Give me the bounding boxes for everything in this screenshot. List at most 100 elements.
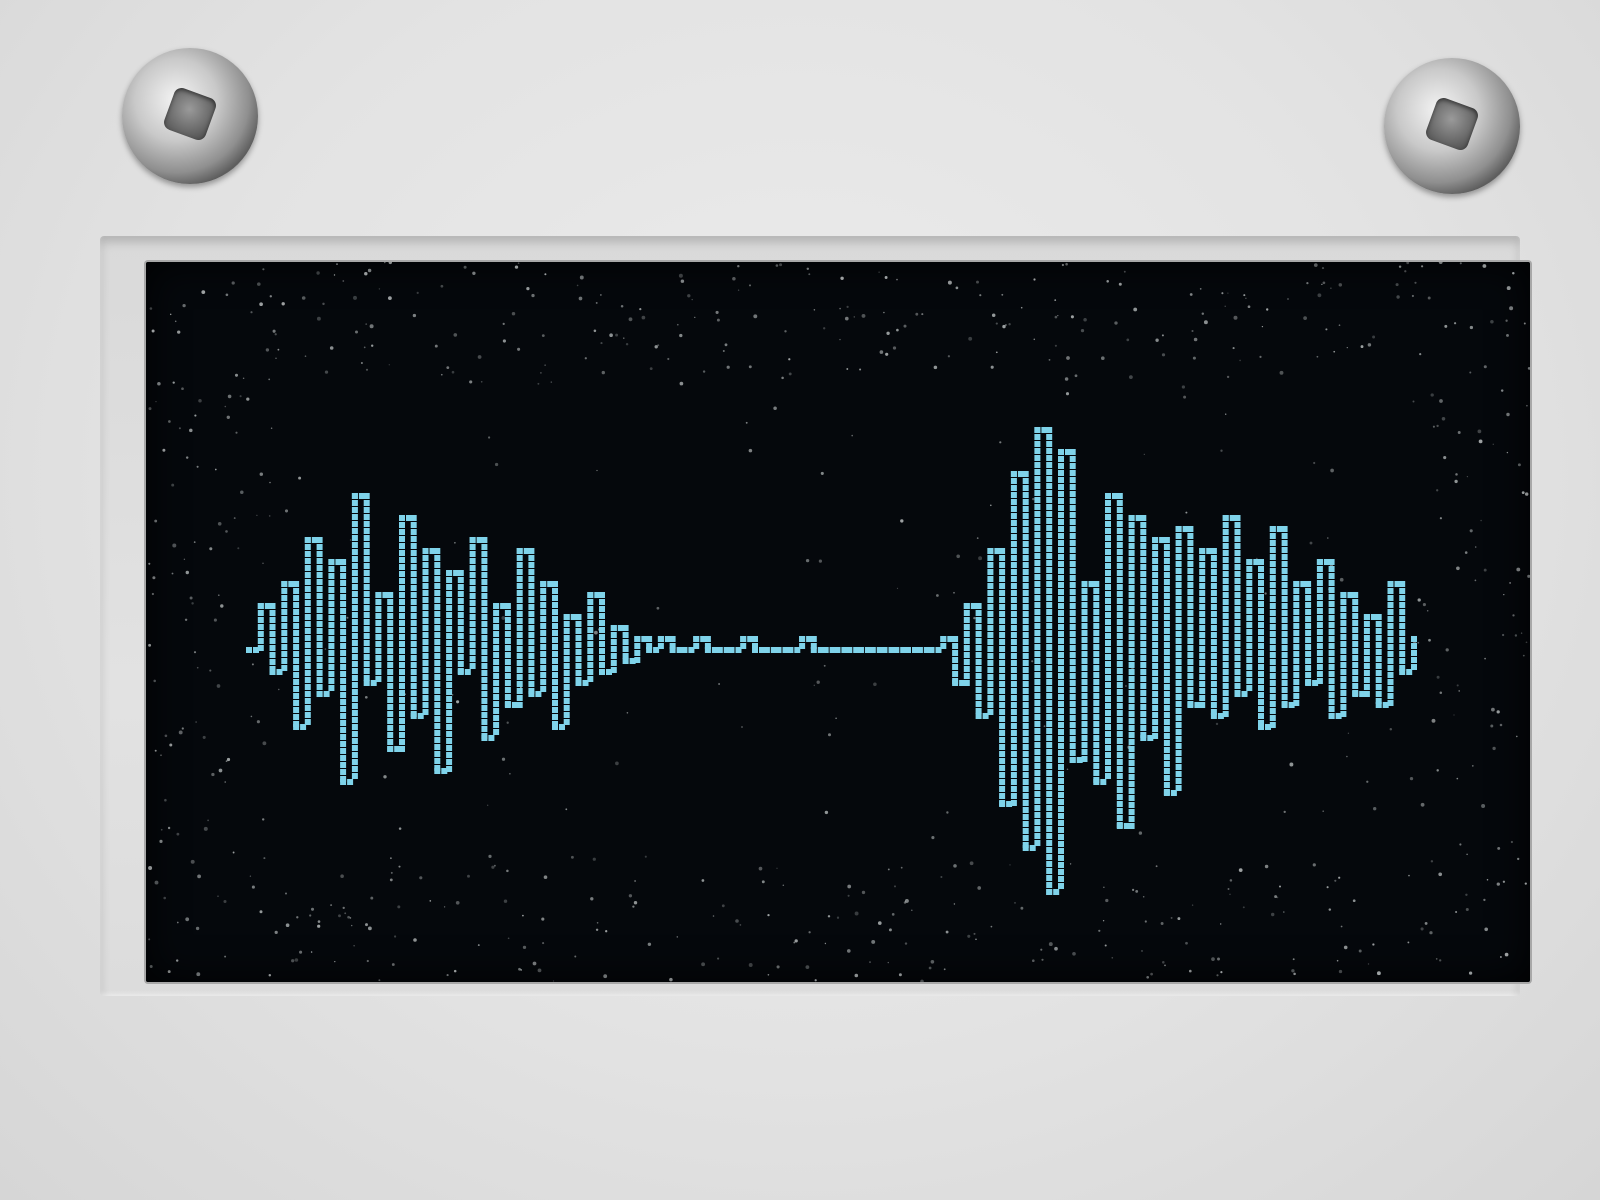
waveform-pixel: [1046, 735, 1053, 741]
waveform-pixel: [340, 762, 347, 768]
waveform-pixel: [1352, 620, 1359, 626]
waveform-pixel: [399, 634, 405, 640]
waveform-pixel: [1010, 737, 1017, 743]
waveform-pixel: [1222, 641, 1229, 647]
waveform-pixel: [1034, 644, 1041, 650]
waveform-pixel: [399, 648, 405, 654]
waveform-pixel: [912, 647, 918, 653]
waveform-pixel: [1140, 683, 1147, 689]
waveform-pixel: [469, 544, 476, 550]
waveform-pixel: [1135, 515, 1142, 521]
waveform-pixel: [1387, 602, 1394, 608]
waveform-pixel: [587, 599, 594, 605]
waveform-pixel: [1152, 572, 1159, 578]
waveform-pixel: [1246, 580, 1253, 586]
waveform-pixel: [1034, 574, 1041, 580]
waveform-pixel: [1022, 674, 1029, 680]
waveform-pixel: [1199, 569, 1206, 575]
waveform-pixel: [1234, 564, 1241, 570]
waveform-pixel: [1116, 752, 1123, 758]
waveform-pixel: [1069, 519, 1076, 525]
waveform-pixel: [1046, 770, 1053, 776]
waveform-pixel: [952, 680, 959, 686]
waveform-pixel: [975, 694, 982, 700]
waveform-pixel: [351, 633, 358, 639]
waveform-pixel: [552, 581, 558, 587]
waveform-pixel: [1058, 470, 1064, 476]
waveform-pixel: [987, 548, 994, 554]
waveform-pixel: [1347, 592, 1354, 598]
waveform-pixel: [1081, 714, 1088, 720]
waveform-pixel: [1116, 500, 1123, 506]
waveform-pixel: [1069, 547, 1076, 553]
waveform-pixel: [1058, 498, 1064, 504]
waveform-pixel: [1116, 766, 1123, 772]
waveform-pixel: [1328, 629, 1335, 635]
waveform-pixel: [516, 695, 523, 701]
waveform-pixel: [1199, 660, 1206, 666]
waveform-pixel: [434, 632, 441, 638]
waveform-pixel: [351, 703, 358, 709]
waveform-pixel: [1093, 693, 1100, 699]
waveform-pixel: [975, 673, 982, 679]
waveform-pixel: [1128, 746, 1135, 752]
waveform-pixel: [370, 680, 377, 686]
waveform-pixel: [1163, 698, 1170, 704]
waveform-pixel: [1010, 527, 1017, 533]
waveform-pixel: [363, 612, 370, 618]
waveform-pixel: [434, 709, 441, 715]
waveform-pixel: [422, 709, 429, 715]
waveform-pixel: [1034, 616, 1041, 622]
waveform-pixel: [304, 572, 311, 578]
waveform-pixel: [375, 655, 382, 661]
waveform-pixel: [1116, 640, 1123, 646]
waveform-pixel: [599, 669, 605, 675]
waveform-pixel: [999, 758, 1006, 764]
waveform-pixel: [1175, 561, 1182, 567]
waveform-pixel: [1269, 589, 1276, 595]
waveform-pixel: [340, 734, 347, 740]
waveform-pixel: [316, 628, 323, 634]
waveform-pixel: [434, 737, 441, 743]
waveform-pixel: [1058, 617, 1064, 623]
waveform-pixel: [1222, 711, 1229, 717]
waveform-pixel: [1293, 686, 1300, 692]
waveform-pixel: [1328, 594, 1335, 600]
waveform-pixel: [563, 642, 570, 648]
waveform-pixel: [540, 595, 547, 601]
waveform-pixel: [1046, 651, 1053, 657]
waveform-pixel: [1128, 620, 1135, 626]
waveform-pixel: [504, 652, 511, 658]
waveform-pixel: [575, 656, 582, 662]
waveform-pixel: [1258, 650, 1264, 656]
waveform-pixel: [999, 772, 1006, 778]
waveform-pixel: [1316, 657, 1323, 663]
waveform-pixel: [1022, 534, 1029, 540]
waveform-pixel: [293, 658, 300, 664]
waveform-pixel: [1328, 685, 1335, 691]
waveform-pixel: [1128, 606, 1135, 612]
waveform-pixel: [1116, 675, 1123, 681]
waveform-pixel: [1046, 714, 1053, 720]
waveform-pixel: [1305, 623, 1312, 629]
waveform-pixel: [1128, 634, 1135, 640]
waveform-pixel: [1081, 686, 1088, 692]
waveform-pixel: [410, 627, 417, 633]
waveform-pixel: [446, 759, 453, 765]
waveform-pixel: [304, 607, 311, 613]
waveform-pixel: [1175, 701, 1182, 707]
waveform-pixel: [446, 731, 453, 737]
waveform-pixel: [351, 773, 358, 779]
waveform-pixel: [1140, 606, 1147, 612]
waveform-pixel: [999, 597, 1006, 603]
waveform-pixel: [987, 681, 994, 687]
waveform-pixel: [516, 569, 523, 575]
waveform-pixel: [1281, 617, 1288, 623]
waveform-pixel: [375, 627, 382, 633]
waveform-pixel: [1269, 666, 1276, 672]
waveform-pixel: [653, 647, 660, 653]
waveform-pixel: [304, 642, 311, 648]
waveform-pixel: [1065, 449, 1071, 455]
waveform-pixel: [469, 551, 476, 557]
waveform-pixel: [1069, 757, 1076, 763]
